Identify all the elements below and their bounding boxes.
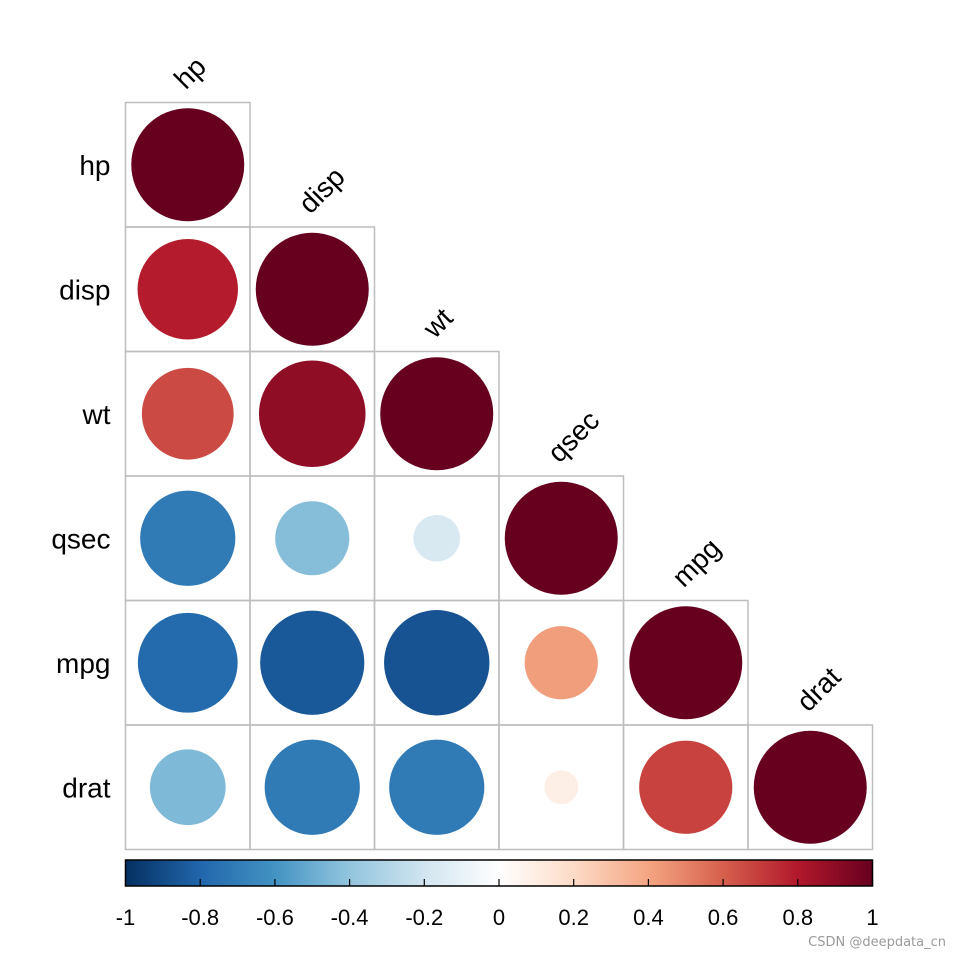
correlation-circle-mpg-wt [384,610,490,716]
correlation-circle-qsec-qsec [504,481,618,595]
correlation-circle-drat-hp [149,749,226,826]
correlation-circle-disp-hp [137,239,238,340]
colorbar: -1 -0.8 -0.6 -0.4 -0.2 0 0.2 0.4 0.6 0.8 1 [116,859,879,930]
column-label-qsec: qsec [542,404,606,468]
correlation-circle-drat-wt [389,739,485,835]
colorbar-tick-label: 0.2 [558,905,589,930]
column-label-drat: drat [791,661,847,717]
correlation-circle-mpg-qsec [524,626,598,700]
watermark: CSDN @deepdata_cn [808,935,946,950]
correlation-circle-qsec-wt [413,514,461,562]
correlation-circle-mpg-mpg [629,606,743,720]
correlation-circle-drat-mpg [639,740,733,834]
row-label-wt: wt [82,399,111,430]
row-label-qsec: qsec [51,523,110,554]
column-label-disp: disp [293,161,351,219]
colorbar-tick-label: -0.8 [181,905,219,930]
colorbar-tick-label: -1 [116,905,136,930]
colorbar-tick-label: 0.8 [783,905,814,930]
correlation-circle-wt-disp [258,360,366,468]
colorbar-tick-label: 1 [866,905,878,930]
row-label-disp: disp [59,274,110,305]
correlation-circle-qsec-hp [140,490,236,586]
colorbar-tick-label: 0.6 [708,905,739,930]
row-label-mpg: mpg [56,648,110,679]
colorbar-tick-label: -0.2 [405,905,443,930]
correlation-circle-hp-hp [131,108,245,222]
column-label-mpg: mpg [666,532,726,592]
correlation-circle-qsec-disp [275,501,350,576]
colorbar-tick-label: 0 [493,905,505,930]
column-label-wt: wt [416,302,459,345]
correlation-circle-drat-qsec [544,770,579,805]
correlation-circle-wt-wt [380,357,494,471]
grid-cell [747,724,874,851]
row-label-hp: hp [79,150,110,181]
column-label-hp: hp [168,51,212,95]
cells-layer [124,101,874,851]
correlation-circle-mpg-disp [260,610,365,715]
colorbar-tick-label: -0.4 [331,905,369,930]
colorbar-tick-label: -0.6 [256,905,294,930]
circles-layer [131,108,867,844]
colorbar-tick-label: 0.4 [633,905,664,930]
correlation-circle-drat-drat [753,730,867,844]
correlation-circle-wt-hp [141,367,234,460]
row-label-drat: drat [62,772,110,803]
correlation-circle-drat-disp [264,739,360,835]
correlation-circle-mpg-hp [137,612,238,713]
correlation-circle-disp-disp [255,232,369,346]
